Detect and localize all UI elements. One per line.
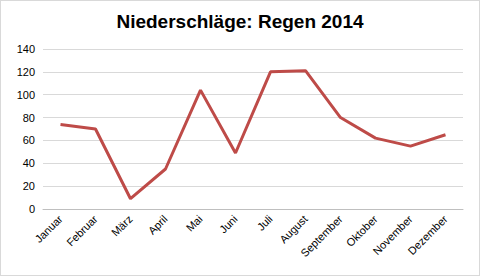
svg-text:40: 40 — [23, 157, 35, 169]
svg-text:April: April — [146, 213, 170, 237]
svg-text:März: März — [109, 213, 135, 239]
svg-text:Januar: Januar — [33, 213, 65, 245]
svg-text:0: 0 — [29, 203, 35, 215]
svg-text:60: 60 — [23, 134, 35, 146]
svg-text:November: November — [370, 212, 415, 258]
svg-text:Juli: Juli — [255, 213, 275, 233]
svg-text:September: September — [298, 213, 345, 260]
svg-text:Dezember: Dezember — [405, 213, 450, 258]
svg-text:120: 120 — [17, 66, 35, 78]
svg-text:80: 80 — [23, 112, 35, 124]
svg-text:20: 20 — [23, 180, 35, 192]
svg-text:August: August — [277, 213, 310, 246]
svg-text:Februar: Februar — [64, 213, 100, 249]
svg-text:Oktober: Oktober — [343, 212, 380, 249]
svg-text:140: 140 — [17, 43, 35, 55]
svg-text:Mai: Mai — [184, 213, 205, 234]
svg-text:100: 100 — [17, 89, 35, 101]
svg-text:Niederschläge: Regen 2014: Niederschläge: Regen 2014 — [116, 11, 364, 32]
svg-text:Juni: Juni — [217, 213, 240, 236]
